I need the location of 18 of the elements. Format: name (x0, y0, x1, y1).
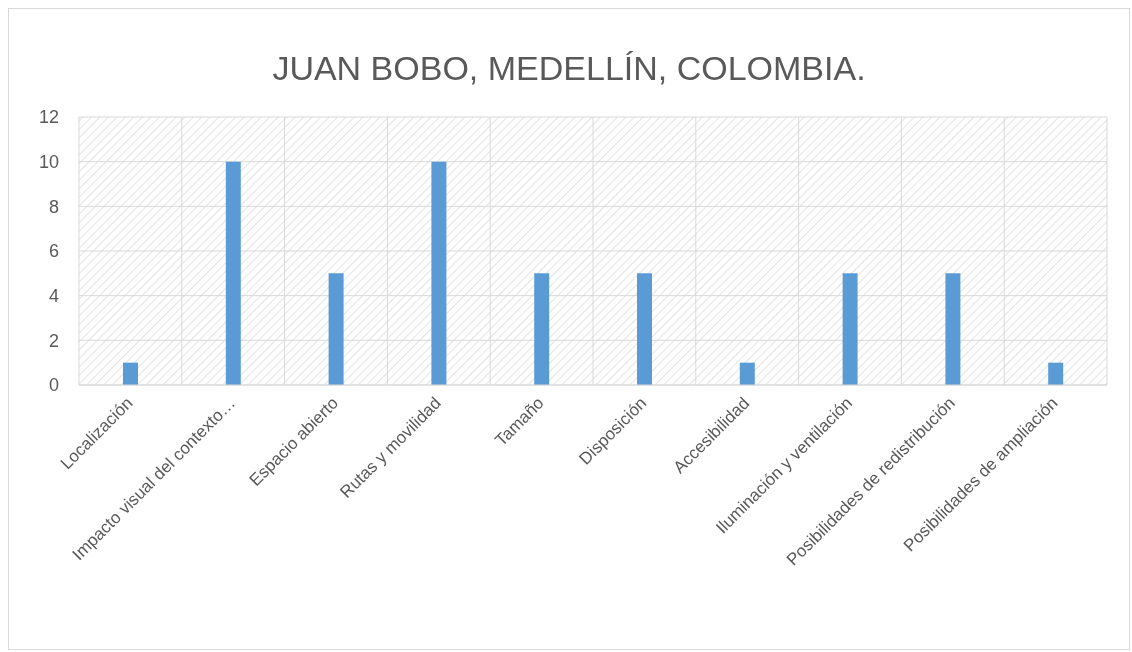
bar (534, 273, 550, 385)
bar (225, 161, 241, 385)
bar (637, 273, 652, 385)
chart-title: JUAN BOBO, MEDELLÍN, COLOMBIA. (271, 48, 867, 89)
y-tick-label: 6 (48, 241, 59, 262)
y-tick-label: 8 (48, 196, 59, 217)
bar (1048, 362, 1064, 385)
bar (431, 161, 447, 385)
bar (328, 273, 344, 385)
bar (123, 362, 138, 385)
y-tick-label: 2 (48, 330, 59, 351)
y-tick-label: 12 (38, 107, 59, 128)
y-tick-label: 10 (38, 152, 59, 173)
bar (842, 273, 858, 385)
bar (945, 273, 961, 385)
y-tick-label: 0 (48, 375, 59, 396)
y-tick-label: 4 (48, 286, 59, 307)
bar (739, 362, 755, 385)
